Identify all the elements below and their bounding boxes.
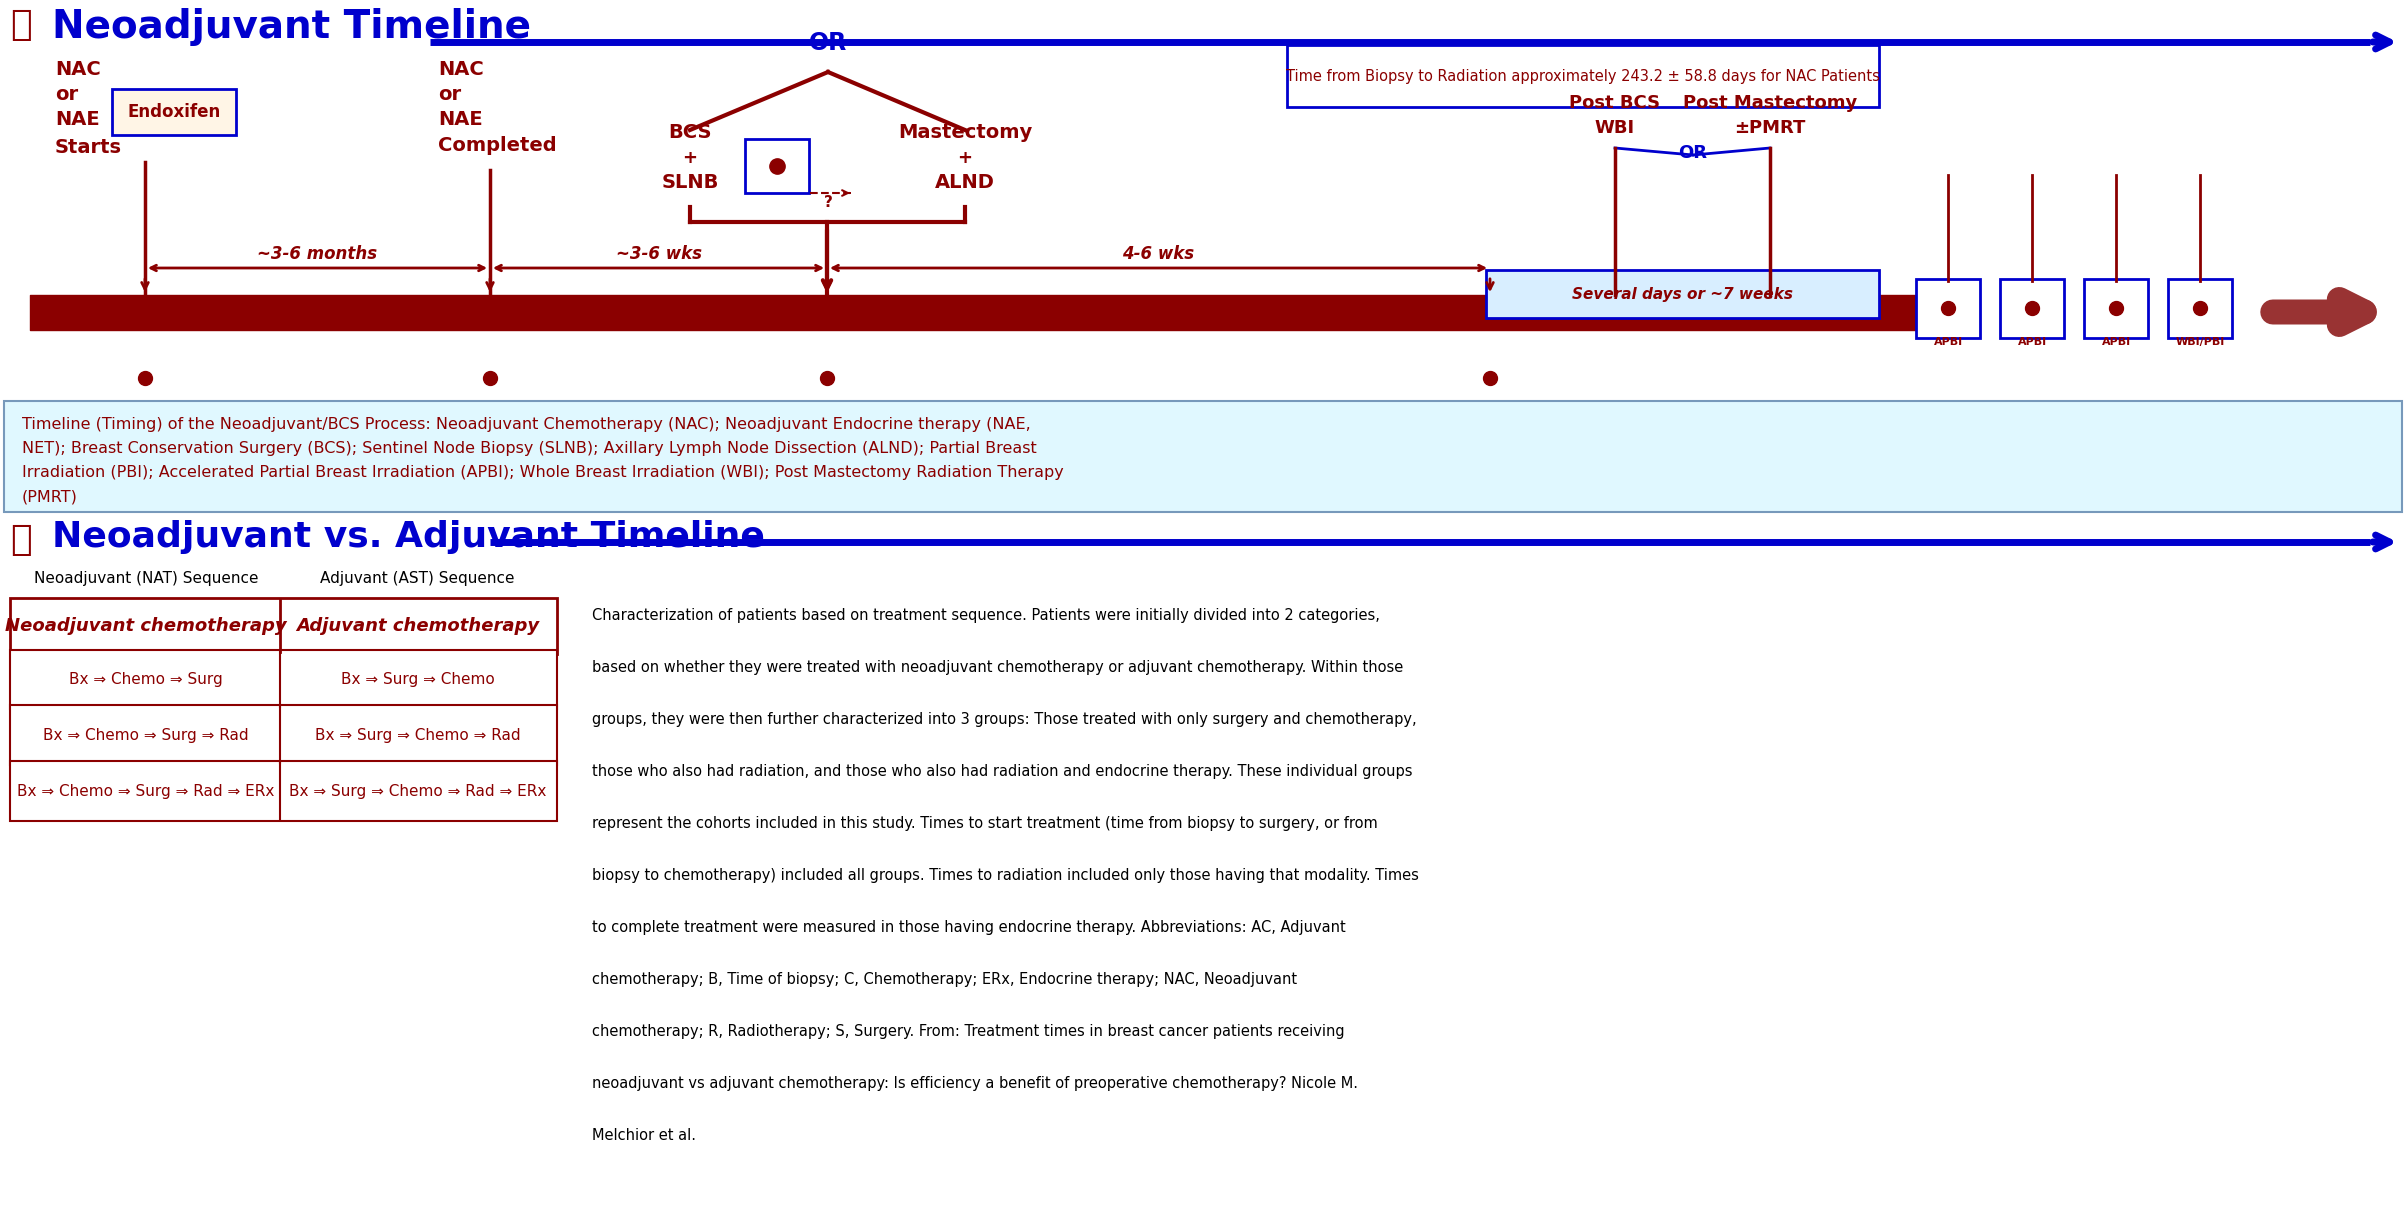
- Text: OR: OR: [809, 31, 848, 54]
- FancyBboxPatch shape: [2167, 279, 2232, 339]
- Text: Neoadjuvant Timeline: Neoadjuvant Timeline: [53, 8, 532, 46]
- FancyBboxPatch shape: [5, 401, 2403, 511]
- Text: NAE: NAE: [55, 110, 99, 129]
- Text: Completed: Completed: [438, 135, 556, 155]
- Text: ALND: ALND: [934, 173, 995, 192]
- Text: ⧖: ⧖: [10, 523, 31, 557]
- Text: Neoadjuvant (NAT) Sequence: Neoadjuvant (NAT) Sequence: [34, 571, 258, 586]
- Text: groups, they were then further characterized into 3 groups: Those treated with o: groups, they were then further character…: [592, 712, 1416, 727]
- FancyBboxPatch shape: [113, 89, 236, 135]
- Text: SLNB: SLNB: [662, 173, 718, 192]
- Text: Bx ⇒ Surg ⇒ Chemo: Bx ⇒ Surg ⇒ Chemo: [340, 672, 494, 687]
- Text: 4-6 wks: 4-6 wks: [1122, 245, 1194, 264]
- Text: ?: ?: [824, 195, 833, 210]
- Text: APBI: APBI: [2102, 337, 2131, 347]
- Text: (PMRT): (PMRT): [22, 488, 77, 504]
- Text: WBI/PBI: WBI/PBI: [2174, 337, 2225, 347]
- FancyBboxPatch shape: [1286, 45, 1878, 108]
- Text: +: +: [681, 149, 698, 167]
- Text: Time from Biopsy to Radiation approximately 243.2 ± 58.8 days for NAC Patients: Time from Biopsy to Radiation approximat…: [1286, 69, 1881, 83]
- Text: WBI: WBI: [1594, 118, 1635, 137]
- Text: ~3-6 wks: ~3-6 wks: [616, 245, 701, 264]
- Text: Mastectomy: Mastectomy: [898, 123, 1033, 141]
- Text: Bx ⇒ Chemo ⇒ Surg: Bx ⇒ Chemo ⇒ Surg: [70, 672, 224, 687]
- Text: or: or: [438, 85, 460, 104]
- Text: chemotherapy; B, Time of biopsy; C, Chemotherapy; ERx, Endocrine therapy; NAC, N: chemotherapy; B, Time of biopsy; C, Chem…: [592, 972, 1298, 987]
- Text: ~3-6 months: ~3-6 months: [258, 245, 378, 264]
- Text: Endoxifen: Endoxifen: [128, 103, 222, 121]
- FancyBboxPatch shape: [1486, 270, 1878, 318]
- Text: Bx ⇒ Chemo ⇒ Surg ⇒ Rad: Bx ⇒ Chemo ⇒ Surg ⇒ Rad: [43, 728, 248, 742]
- Text: Irradiation (PBI); Accelerated Partial Breast Irradiation (APBI); Whole Breast I: Irradiation (PBI); Accelerated Partial B…: [22, 465, 1064, 480]
- Text: those who also had radiation, and those who also had radiation and endocrine the: those who also had radiation, and those …: [592, 764, 1413, 779]
- FancyBboxPatch shape: [2083, 279, 2148, 339]
- FancyBboxPatch shape: [10, 598, 556, 654]
- Text: ±PMRT: ±PMRT: [1734, 118, 1806, 137]
- Text: Bx ⇒ Surg ⇒ Chemo ⇒ Rad: Bx ⇒ Surg ⇒ Chemo ⇒ Rad: [315, 728, 520, 742]
- Text: biopsy to chemotherapy) included all groups. Times to radiation included only th: biopsy to chemotherapy) included all gro…: [592, 868, 1418, 883]
- Text: Adjuvant chemotherapy: Adjuvant chemotherapy: [296, 617, 539, 635]
- Text: Several days or ~7 weeks: Several days or ~7 weeks: [1572, 287, 1792, 301]
- Text: to complete treatment were measured in those having endocrine therapy. Abbreviat: to complete treatment were measured in t…: [592, 920, 1346, 935]
- Text: BCS: BCS: [669, 123, 713, 141]
- Text: Bx ⇒ Surg ⇒ Chemo ⇒ Rad ⇒ ERx: Bx ⇒ Surg ⇒ Chemo ⇒ Rad ⇒ ERx: [289, 783, 547, 799]
- Text: Neoadjuvant vs. Adjuvant Timeline: Neoadjuvant vs. Adjuvant Timeline: [53, 520, 766, 554]
- Text: Starts: Starts: [55, 138, 123, 157]
- Text: ⧖: ⧖: [10, 8, 31, 42]
- Text: or: or: [55, 85, 77, 104]
- FancyBboxPatch shape: [10, 762, 556, 821]
- Text: Characterization of patients based on treatment sequence. Patients were initiall: Characterization of patients based on tr…: [592, 608, 1380, 623]
- Text: NAC: NAC: [438, 60, 484, 79]
- Text: APBI: APBI: [1934, 337, 1963, 347]
- FancyBboxPatch shape: [744, 139, 809, 193]
- Text: Adjuvant (AST) Sequence: Adjuvant (AST) Sequence: [320, 571, 515, 586]
- Text: NAC: NAC: [55, 60, 101, 79]
- FancyBboxPatch shape: [10, 649, 556, 710]
- Text: NET); Breast Conservation Surgery (BCS); Sentinel Node Biopsy (SLNB); Axillary L: NET); Breast Conservation Surgery (BCS);…: [22, 441, 1038, 456]
- Text: NAE: NAE: [438, 110, 482, 129]
- Text: Post BCS: Post BCS: [1570, 94, 1662, 112]
- Text: APBI: APBI: [2018, 337, 2047, 347]
- Text: chemotherapy; R, Radiotherapy; S, Surgery. From: Treatment times in breast cance: chemotherapy; R, Radiotherapy; S, Surger…: [592, 1024, 1344, 1039]
- Text: OR: OR: [1678, 144, 1707, 162]
- Text: neoadjuvant vs adjuvant chemotherapy: Is efficiency a benefit of preoperative ch: neoadjuvant vs adjuvant chemotherapy: Is…: [592, 1076, 1358, 1091]
- FancyBboxPatch shape: [2001, 279, 2064, 339]
- FancyBboxPatch shape: [10, 705, 556, 765]
- Text: Bx ⇒ Chemo ⇒ Surg ⇒ Rad ⇒ ERx: Bx ⇒ Chemo ⇒ Surg ⇒ Rad ⇒ ERx: [17, 783, 275, 799]
- Text: represent the cohorts included in this study. Times to start treatment (time fro: represent the cohorts included in this s…: [592, 816, 1377, 831]
- Text: Neoadjuvant chemotherapy: Neoadjuvant chemotherapy: [5, 617, 287, 635]
- Text: Melchior et al.: Melchior et al.: [592, 1128, 696, 1143]
- Text: +: +: [958, 149, 973, 167]
- Text: Timeline (Timing) of the Neoadjuvant/BCS Process: Neoadjuvant Chemotherapy (NAC): Timeline (Timing) of the Neoadjuvant/BCS…: [22, 417, 1031, 432]
- Text: based on whether they were treated with neoadjuvant chemotherapy or adjuvant che: based on whether they were treated with …: [592, 660, 1404, 675]
- FancyBboxPatch shape: [1917, 279, 1979, 339]
- Text: Post Mastectomy: Post Mastectomy: [1683, 94, 1857, 112]
